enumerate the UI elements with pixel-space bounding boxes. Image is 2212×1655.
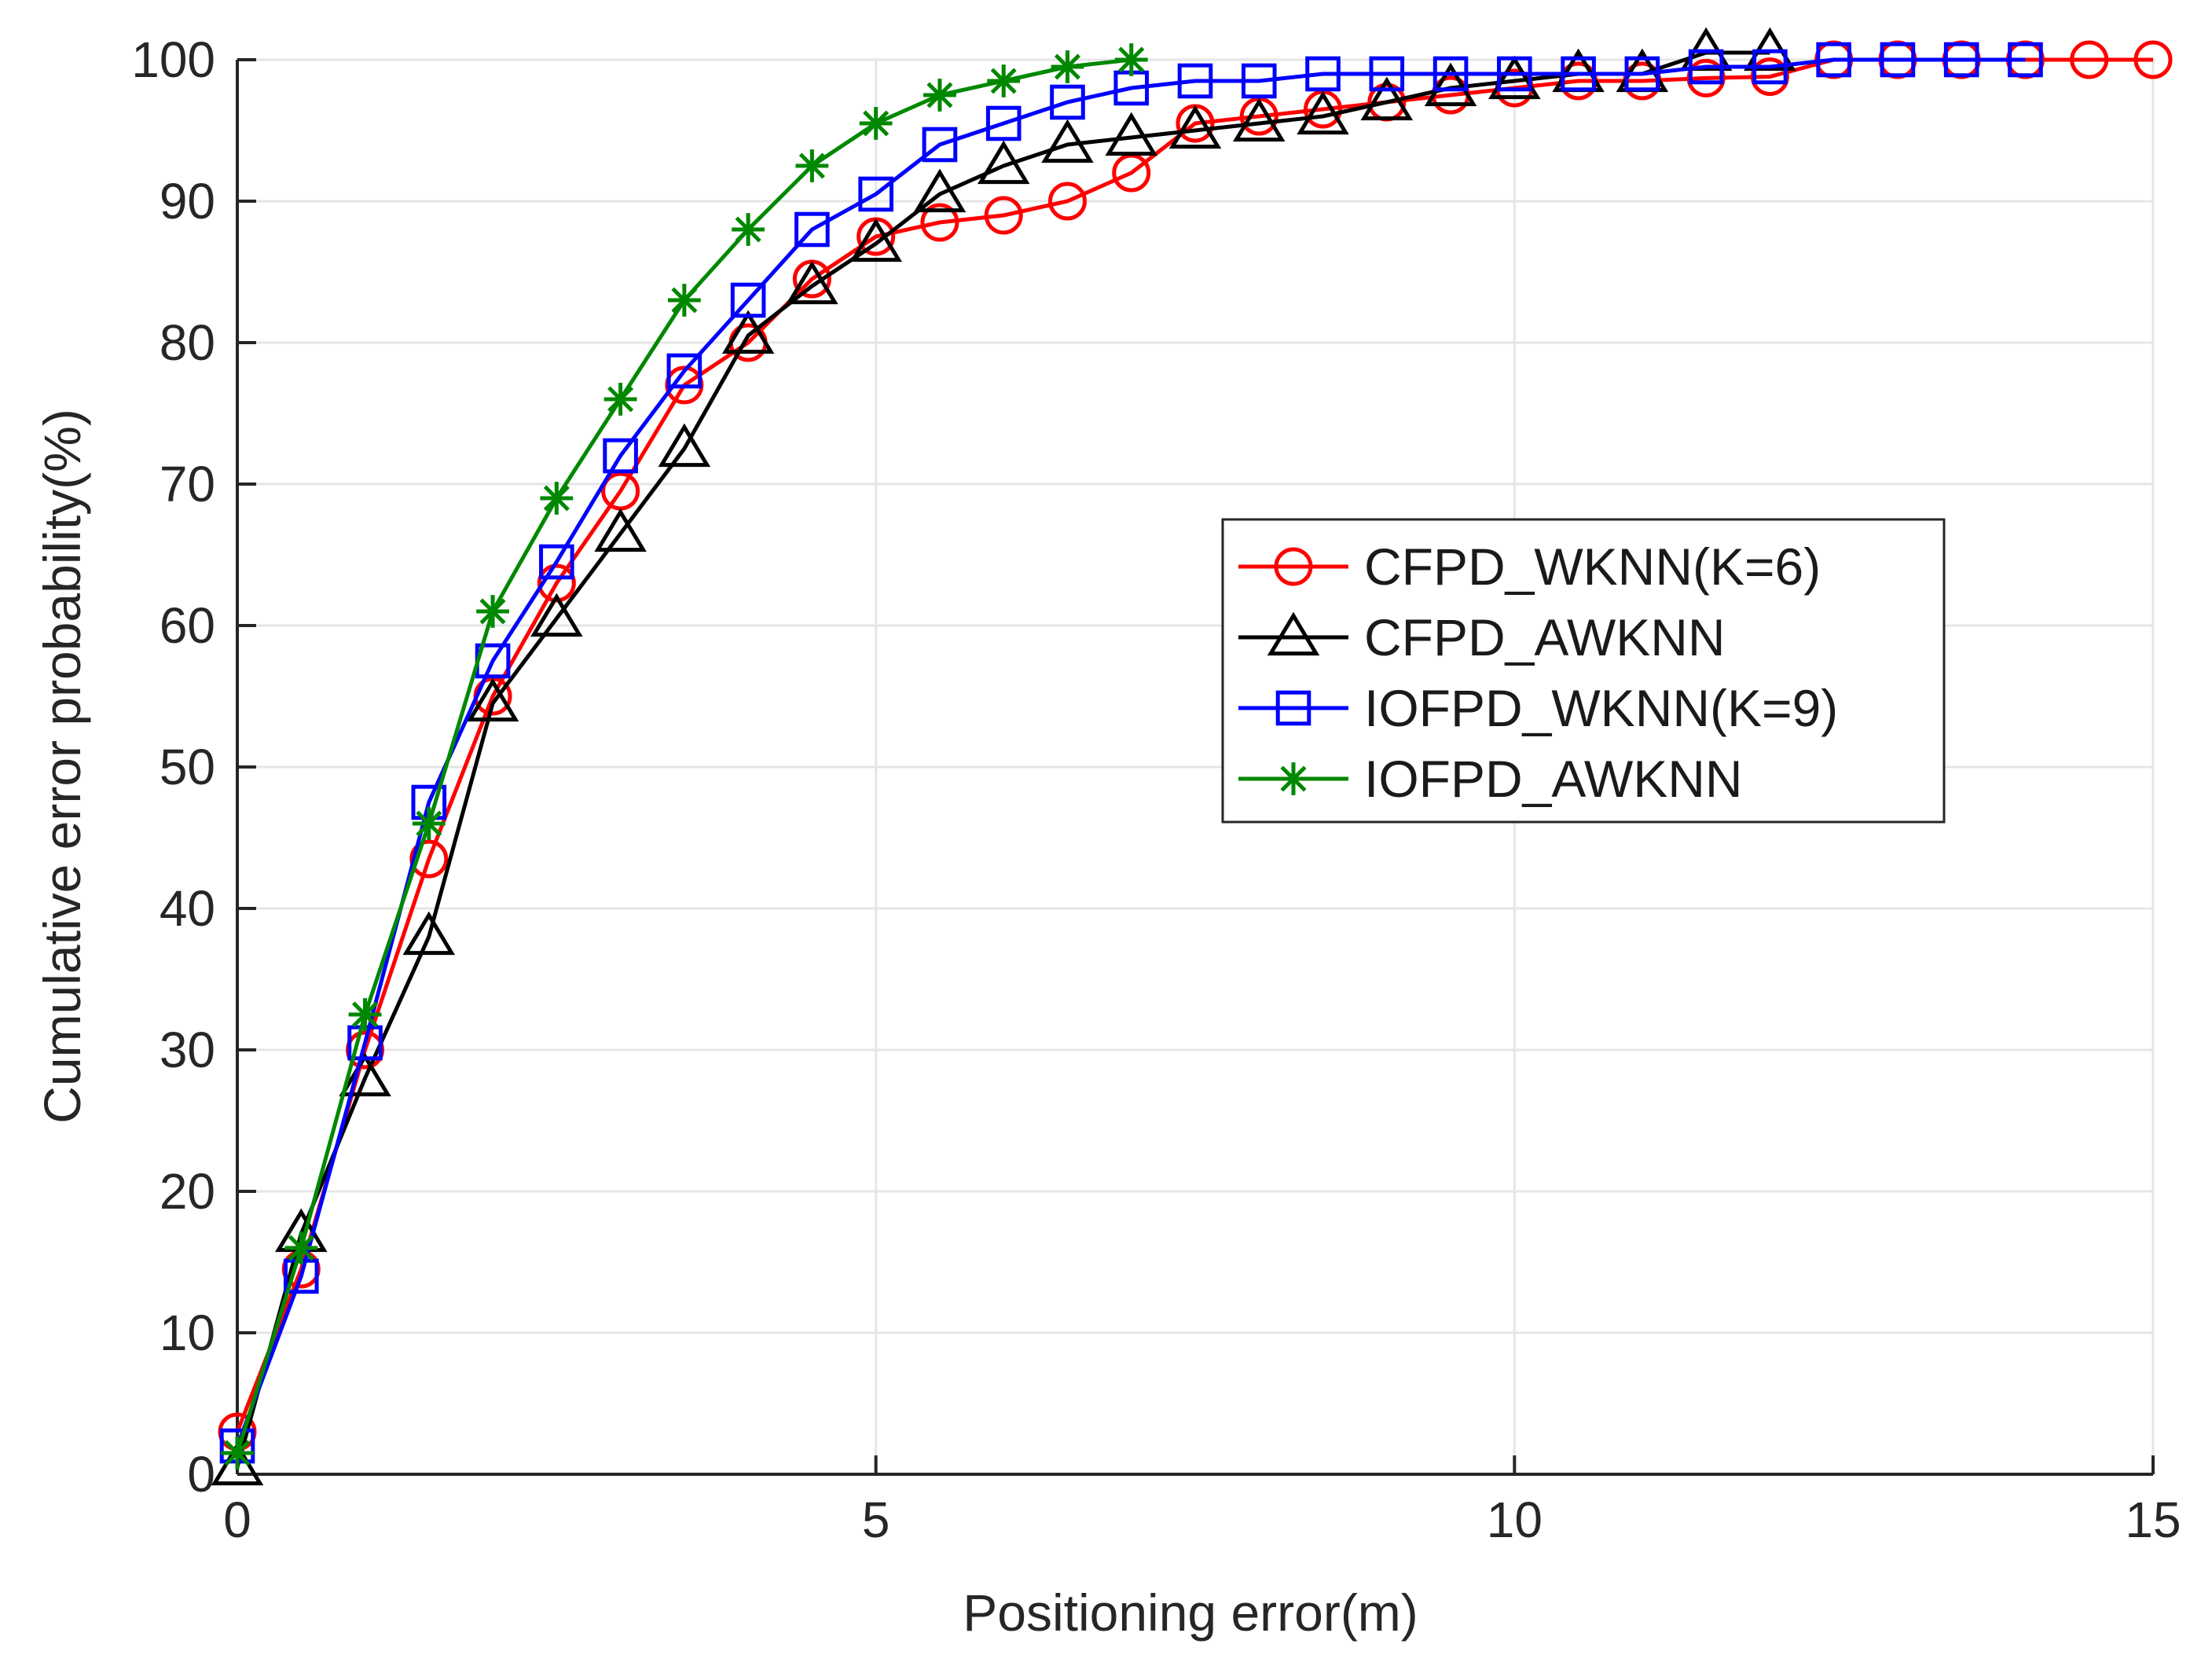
data-point bbox=[409, 839, 449, 879]
data-point bbox=[2070, 40, 2109, 79]
data-point bbox=[985, 105, 1022, 141]
data-point bbox=[795, 149, 829, 182]
legend-marker bbox=[1274, 547, 1313, 586]
data-point bbox=[1168, 105, 1222, 149]
x-tick-label: 0 bbox=[223, 1492, 251, 1548]
data-point bbox=[786, 260, 838, 305]
data-point bbox=[1880, 42, 1916, 78]
legend-label: IOFPD_WKNN(K=9) bbox=[1364, 679, 1838, 737]
data-point bbox=[1305, 56, 1341, 92]
data-point bbox=[1752, 49, 1788, 85]
data-point bbox=[794, 211, 830, 248]
y-tick-label: 20 bbox=[160, 1163, 215, 1220]
series-group bbox=[211, 27, 2173, 1486]
y-tick-label: 40 bbox=[160, 880, 215, 937]
data-point bbox=[348, 998, 382, 1031]
y-tick-label: 10 bbox=[160, 1305, 215, 1361]
data-point bbox=[730, 282, 766, 318]
data-point bbox=[658, 423, 711, 468]
data-point bbox=[849, 218, 902, 262]
data-point bbox=[858, 176, 893, 212]
data-point bbox=[466, 677, 519, 722]
data-point bbox=[1050, 84, 1085, 120]
data-point bbox=[2133, 40, 2173, 79]
legend-marker bbox=[1277, 762, 1310, 795]
legend-box bbox=[1221, 518, 1946, 824]
x-tick-label: 10 bbox=[1487, 1492, 1543, 1548]
legend-label: IOFPD_AWKNN bbox=[1364, 750, 1743, 808]
data-point bbox=[859, 107, 893, 140]
data-point bbox=[1432, 56, 1469, 92]
data-point bbox=[402, 911, 456, 956]
data-point bbox=[923, 79, 956, 112]
axes: 0 5 10 15 0 10 20 30 40 50 60 70 80 90 100 bbox=[131, 31, 2181, 1548]
x-tick-label: 15 bbox=[2125, 1492, 2181, 1548]
data-point bbox=[1688, 49, 1724, 85]
data-point bbox=[1360, 76, 1414, 121]
data-point bbox=[476, 595, 509, 628]
data-point bbox=[1497, 56, 1532, 92]
data-point bbox=[1241, 63, 1277, 99]
data-point bbox=[667, 284, 701, 317]
data-point bbox=[1041, 119, 1094, 163]
data-point bbox=[412, 807, 446, 840]
y-tick-label: 80 bbox=[160, 314, 215, 371]
data-point bbox=[221, 1437, 254, 1470]
y-axis-label: Cumulative error probability(%) bbox=[33, 409, 91, 1124]
data-point bbox=[987, 64, 1021, 97]
data-point bbox=[1624, 56, 1660, 92]
series-line bbox=[235, 50, 1770, 1468]
legend-label: CFPD_AWKNN bbox=[1364, 608, 1726, 666]
data-point bbox=[1943, 42, 1979, 78]
data-point bbox=[984, 196, 1023, 235]
data-point bbox=[594, 508, 647, 552]
y-tick-label: 0 bbox=[187, 1446, 215, 1503]
data-point bbox=[530, 593, 583, 637]
data-point bbox=[339, 1052, 391, 1097]
data-point bbox=[732, 213, 765, 246]
data-point bbox=[920, 203, 959, 242]
legend: CFPD_WKNN(K=6) CFPD_AWKNN IOFPD_WKNN(K=9) I… bbox=[1221, 518, 1946, 824]
data-point bbox=[1488, 55, 1541, 100]
data-point bbox=[1424, 62, 1477, 107]
legend-marker bbox=[1267, 611, 1320, 656]
data-point bbox=[666, 353, 702, 389]
y-tick-label: 70 bbox=[160, 456, 215, 512]
data-point bbox=[1105, 112, 1158, 156]
data-point bbox=[1232, 97, 1286, 142]
y-tick-label: 60 bbox=[160, 597, 215, 654]
data-point bbox=[539, 544, 574, 580]
legend-marker bbox=[1275, 690, 1311, 726]
data-point bbox=[1816, 42, 1851, 78]
data-point bbox=[913, 168, 967, 213]
series-line bbox=[235, 57, 2026, 1447]
data-point bbox=[284, 1231, 318, 1264]
data-point bbox=[721, 310, 775, 354]
y-tick-label: 90 bbox=[160, 173, 215, 229]
data-point bbox=[2008, 42, 2043, 78]
x-tick-label: 5 bbox=[862, 1492, 890, 1548]
data-point bbox=[1297, 90, 1349, 135]
data-point bbox=[977, 140, 1030, 185]
y-tick-label: 30 bbox=[160, 1022, 215, 1078]
data-point bbox=[603, 438, 638, 474]
data-point bbox=[1369, 56, 1405, 92]
data-point bbox=[1051, 50, 1084, 83]
data-point bbox=[1561, 56, 1596, 92]
data-point bbox=[1047, 182, 1087, 221]
y-tick-label: 100 bbox=[131, 31, 215, 88]
data-point bbox=[603, 383, 637, 416]
data-point bbox=[1177, 63, 1213, 99]
data-point bbox=[1114, 43, 1148, 76]
y-tick-label: 50 bbox=[160, 739, 215, 795]
series-3 bbox=[221, 43, 1148, 1470]
data-point bbox=[922, 127, 958, 163]
x-axis-label: Positioning error(m) bbox=[963, 1583, 1418, 1642]
legend-label: CFPD_WKNN(K=6) bbox=[1364, 538, 1821, 596]
data-point bbox=[540, 482, 574, 515]
